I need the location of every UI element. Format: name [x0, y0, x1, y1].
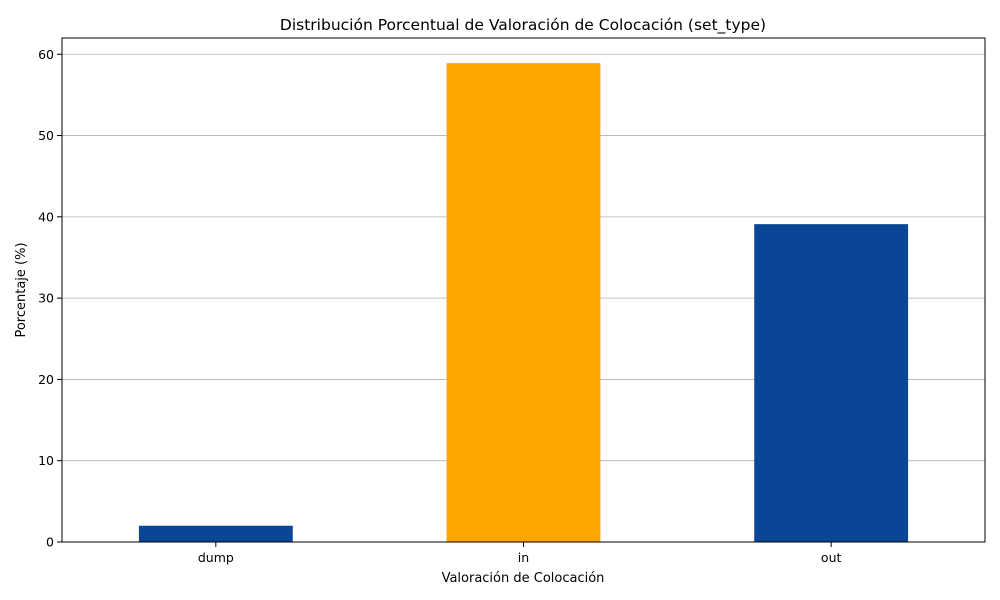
- x-tick-label-out: out: [821, 550, 842, 565]
- x-tick-label-in: in: [518, 550, 529, 565]
- y-axis-label: Porcentaje (%): [14, 242, 29, 337]
- y-axis-ticks: 0 10 20 30 40 50 60: [38, 47, 62, 550]
- y-tick-label: 40: [38, 209, 54, 224]
- y-tick-label: 50: [38, 128, 54, 143]
- y-tick-label: 20: [38, 372, 54, 387]
- bars: [138, 63, 909, 542]
- y-tick-label: 60: [38, 47, 54, 62]
- bar-out: [754, 224, 909, 542]
- chart-title: Distribución Porcentual de Valoración de…: [280, 16, 766, 35]
- x-axis-label: Valoración de Colocación: [442, 571, 605, 586]
- bar-in: [446, 63, 601, 542]
- y-tick-label: 30: [38, 291, 54, 306]
- y-tick-label: 0: [46, 535, 54, 550]
- x-axis-ticks: dump in out: [198, 542, 842, 565]
- x-tick-label-dump: dump: [198, 550, 234, 565]
- bar-dump: [138, 525, 293, 542]
- y-tick-label: 10: [38, 453, 54, 468]
